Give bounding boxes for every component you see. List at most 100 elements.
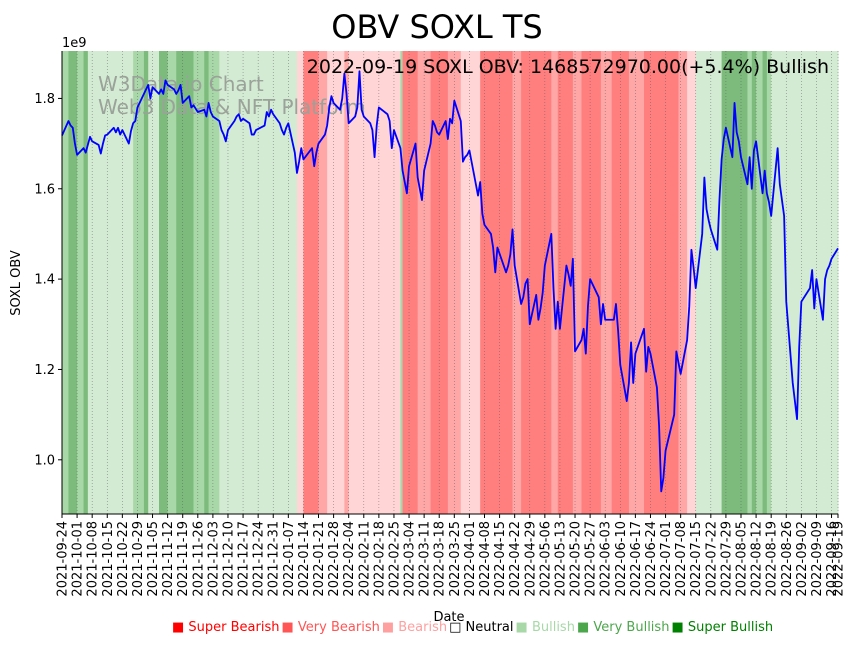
x-tick-label: 2021-12-10 [221, 521, 236, 597]
x-tick-label: 2022-08-19 [765, 521, 780, 597]
x-tick-label: 2022-05-27 [584, 521, 599, 597]
x-tick-label: 2022-02-11 [357, 521, 372, 597]
legend-label: Bullish [531, 620, 575, 635]
x-tick-label: 2022-07-29 [719, 521, 734, 597]
x-tick-label: 2022-04-15 [493, 521, 508, 597]
legend-item: ■ Super Bearish [172, 620, 280, 635]
x-tick-label: 2022-05-06 [538, 521, 553, 597]
x-tick-label: 2022-06-24 [644, 521, 659, 597]
x-tick-label: 2022-04-01 [463, 521, 478, 597]
regime-band-bearish [687, 51, 697, 514]
legend-item: ■ Very Bearish [282, 620, 380, 635]
legend-item: □ Neutral [449, 620, 513, 635]
x-tick-label: 2021-11-26 [191, 521, 206, 597]
legend: ■ Super Bearish ■ Very Bearish ■ Bearish □ … [172, 620, 775, 635]
obv-line [61, 70, 839, 493]
watermark-line-2: Web3 Data & NFT Platform [98, 95, 366, 119]
y-tick-label: 1.6 [34, 182, 55, 197]
x-tick-label: 2022-08-26 [780, 521, 795, 597]
x-tick-label: 2022-04-08 [478, 521, 493, 597]
chart-title: OBV SOXL TS [331, 8, 542, 46]
regime-band-super-bullish [721, 51, 748, 514]
x-tick-label: 2021-10-29 [131, 521, 146, 597]
regime-band-super-bullish [204, 51, 210, 514]
regime-band-very-bearish [551, 51, 559, 514]
regime-band-bullish [87, 51, 134, 514]
watermark: W3Data.io Chart Web3 Data & NFT Platform [98, 72, 366, 119]
x-tick-label: 2021-12-17 [237, 521, 252, 597]
regime-band-bullish [148, 51, 160, 514]
regime-band-very-bearish [344, 51, 350, 514]
regime-band-super-bullish [159, 51, 169, 514]
x-tick-label: 2022-06-10 [614, 521, 629, 597]
x-tick-label: 2022-08-05 [735, 521, 750, 597]
x-tick-label: 2021-12-31 [267, 521, 282, 597]
x-tick-label: 2022-07-22 [704, 521, 719, 597]
x-tick-label: 2022-05-20 [569, 521, 584, 597]
x-axis-label: Date [433, 610, 464, 625]
x-tick-label: 2022-03-18 [433, 521, 448, 597]
x-tick-label: 2022-01-14 [297, 521, 312, 597]
legend-item: ■ Bullish [516, 620, 575, 635]
x-tick-label: 2021-12-24 [252, 521, 267, 597]
regime-band-very-bullish [77, 51, 85, 514]
x-tick-label: 2022-04-29 [523, 521, 538, 597]
y-offset-label: 1e9 [62, 36, 87, 51]
regime-band-very-bearish [628, 51, 645, 514]
regime-band-super-bearish [480, 51, 514, 514]
x-tick-label: 2022-02-04 [342, 521, 357, 597]
x-tick-label: 2021-11-19 [176, 521, 191, 597]
regime-band-super-bullish [762, 51, 768, 514]
legend-swatch: □ [449, 620, 466, 635]
x-tick-label: 2022-09-02 [795, 521, 810, 597]
x-tick-label: 2021-12-03 [206, 521, 221, 597]
x-tick-label: 2022-03-04 [403, 521, 418, 597]
y-tick-label: 1.8 [34, 92, 55, 107]
y-tick-label: 1.4 [34, 273, 55, 288]
legend-label: Very Bullish [593, 620, 670, 635]
regime-band-super-bearish [402, 51, 419, 514]
legend-label: Bearish [398, 620, 448, 635]
obv-annotation: 2022-09-19 SOXL OBV: 1468572970.00(+5.4%… [307, 56, 829, 78]
x-tick-label: 2021-11-05 [146, 521, 161, 597]
x-tick-label: 2021-10-15 [101, 521, 116, 597]
x-tick-label: 2022-01-21 [312, 521, 327, 597]
regime-band-very-bullish [208, 51, 220, 514]
regime-band-super-bearish [557, 51, 574, 514]
x-tick-label: 2022-06-03 [599, 521, 614, 597]
regime-band-super-bullish [751, 51, 757, 514]
regime-band-very-bullish [400, 51, 404, 514]
regime-band-very-bearish [600, 51, 613, 514]
regime-band-bearish [327, 51, 345, 514]
x-tick-label: 2022-07-08 [674, 521, 689, 597]
regime-band-very-bullish [766, 51, 772, 514]
x-tick-label: 2022-07-01 [659, 521, 674, 597]
x-tick-label: 2022-09-16 [825, 521, 840, 597]
x-tick-label: 2021-10-08 [86, 521, 101, 597]
y-tick-label: 1.0 [34, 453, 55, 468]
legend-item: ■ Very Bullish [577, 620, 669, 635]
regime-band-bullish [695, 51, 723, 514]
regime-band-very-bullish [62, 51, 69, 514]
legend-label: Super Bearish [188, 620, 280, 635]
regime-band-super-bullish [83, 51, 89, 514]
legend-swatch: ■ [671, 620, 688, 635]
x-tick-label: 2022-02-18 [372, 521, 387, 597]
regime-band-very-bearish [318, 51, 328, 514]
x-tick-label: 2021-10-01 [71, 521, 86, 597]
x-tick-label: 2022-03-11 [418, 521, 433, 597]
regime-band-super-bearish [644, 51, 679, 514]
regime-band-bearish [296, 51, 304, 514]
regime-band-bearish [348, 51, 401, 514]
x-tick-label: 2022-06-17 [629, 521, 644, 597]
regime-band-very-bearish [678, 51, 688, 514]
x-tick-label: 2022-02-25 [387, 521, 402, 597]
x-tick-label: 2021-11-12 [161, 521, 176, 597]
regime-band-very-bearish [572, 51, 582, 514]
regime-band-bearish [460, 51, 481, 514]
x-tick-label: 2021-09-24 [56, 521, 71, 597]
regime-band-very-bullish [756, 51, 764, 514]
legend-label: Super Bullish [687, 620, 774, 635]
